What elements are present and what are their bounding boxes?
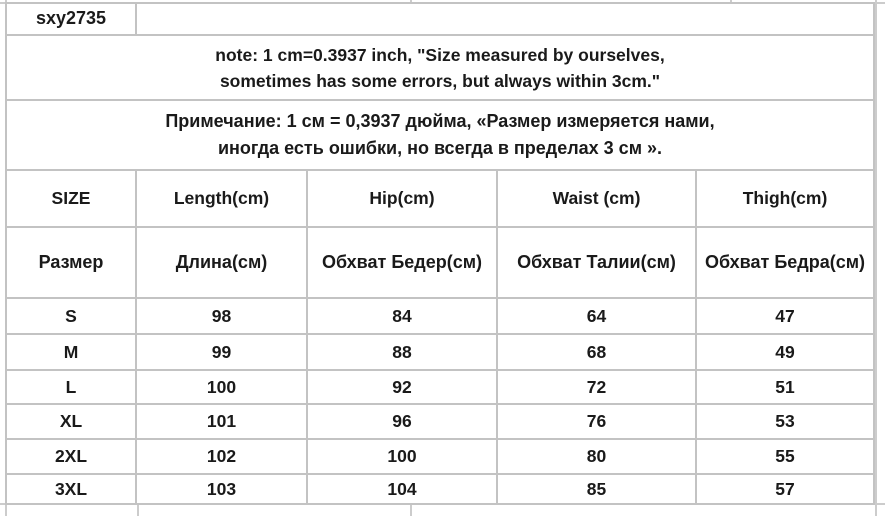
product-code-cell: sxy2735 [7, 4, 135, 34]
value-cell: 100 [308, 440, 496, 473]
value-cell: 80 [498, 440, 695, 473]
value-cell: 99 [137, 335, 306, 369]
note-en-line1: note: 1 cm=0.3937 inch, "Size measured b… [215, 44, 665, 65]
size-cell: 3XL [7, 475, 135, 503]
value-cell: 49 [697, 335, 873, 369]
value-cell: 100 [137, 371, 306, 403]
value-cell: 51 [697, 371, 873, 403]
value-cell: 53 [697, 405, 873, 438]
size-chart-table: sxy2735 note: 1 cm=0.3937 inch, "Size me… [5, 2, 875, 505]
value-cell: 92 [308, 371, 496, 403]
column-header-length-ru: Длина(см) [137, 228, 306, 297]
note-ru-line1: Примечание: 1 см = 0,3937 дюйма, «Размер… [165, 111, 715, 131]
size-cell: XL [7, 405, 135, 438]
value-cell: 98 [137, 299, 306, 333]
size-cell: M [7, 335, 135, 369]
size-cell: 2XL [7, 440, 135, 473]
gridline [410, 505, 412, 516]
value-cell: 47 [697, 299, 873, 333]
column-header-waist-en: Waist (cm) [498, 171, 695, 226]
value-cell: 72 [498, 371, 695, 403]
value-cell: 102 [137, 440, 306, 473]
value-cell: 85 [498, 475, 695, 503]
column-header-hip-ru: Обхват Бедер(см) [308, 228, 496, 297]
size-cell: L [7, 371, 135, 403]
value-cell: 76 [498, 405, 695, 438]
column-header-size-ru: Размер [7, 228, 135, 297]
value-cell: 101 [137, 405, 306, 438]
column-header-waist-ru: Обхват Талии(см) [498, 228, 695, 297]
value-cell: 55 [697, 440, 873, 473]
column-header-length-en: Length(cm) [137, 171, 306, 226]
value-cell: 64 [498, 299, 695, 333]
note-ru-line2: иногда есть ошибки, но всегда в пределах… [217, 138, 663, 158]
value-cell: 84 [308, 299, 496, 333]
note-en-cell: note: 1 cm=0.3937 inch, "Size measured b… [7, 36, 873, 99]
column-header-hip-en: Hip(cm) [308, 171, 496, 226]
column-header-thigh-ru: Обхват Бедра(см) [697, 228, 873, 297]
note-en-line2: sometimes has some errors, but always wi… [219, 70, 661, 91]
note-ru-cell: Примечание: 1 см = 0,3937 дюйма, «Размер… [7, 101, 873, 169]
size-cell: S [7, 299, 135, 333]
value-cell: 68 [498, 335, 695, 369]
value-cell: 88 [308, 335, 496, 369]
value-cell: 96 [308, 405, 496, 438]
value-cell: 104 [308, 475, 496, 503]
gridline [875, 0, 877, 516]
gridline [137, 505, 139, 516]
empty-cell [137, 4, 873, 34]
column-header-size-en: SIZE [7, 171, 135, 226]
value-cell: 103 [137, 475, 306, 503]
value-cell: 57 [697, 475, 873, 503]
column-header-thigh-en: Thigh(cm) [697, 171, 873, 226]
